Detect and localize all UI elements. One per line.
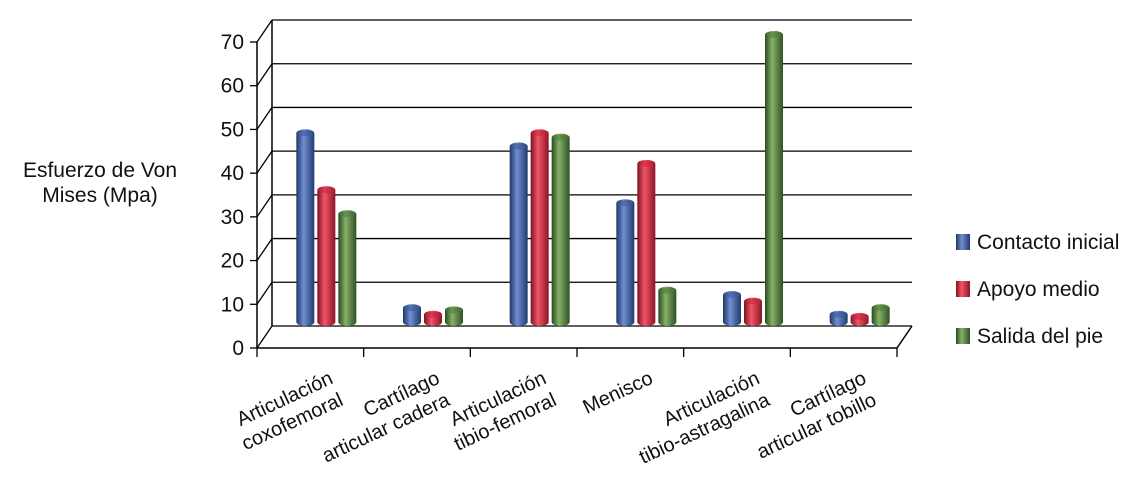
bars [296,30,890,327]
bar [658,286,677,326]
y-axis-label-line: Esfuerzo de Von [23,159,177,182]
x-tick-label: Menisco [580,367,657,418]
bar [744,297,762,326]
bar-body [723,291,741,326]
y-tick-label: 60 [221,75,244,98]
legend-label: Apoyo medio [977,278,1100,301]
bar [616,199,635,326]
bar [530,129,549,326]
floor-right-edge [896,325,913,349]
bar-top [339,211,356,218]
gridline-depth [256,194,273,218]
bar-top [766,31,782,38]
bar-body [744,297,762,326]
bar-body [637,159,656,326]
gridline-depth [256,63,273,87]
y-axis-label-line: Mises (Mpa) [42,184,158,207]
bar [509,142,528,326]
bar-top [531,130,548,137]
bar [637,159,656,326]
bar-top [552,134,569,141]
bar [445,306,463,326]
legend-label: Contacto inicial [977,231,1119,254]
bar-top [638,160,655,167]
bar [551,133,570,326]
bar [829,310,848,326]
bar [871,304,890,326]
legend-swatch [956,234,970,250]
x-tick-label-line: Menisco [580,367,657,418]
bar [317,186,336,326]
bar-body [296,129,315,326]
bar-top [745,298,761,305]
bar-body [765,30,783,327]
gridline-depth [256,150,273,174]
bar-top [318,187,335,194]
bar [403,304,421,326]
legend-swatch [956,281,970,297]
bar-top [404,305,420,312]
bar-body [338,210,357,326]
bar-body [551,133,570,326]
bar-body [317,186,336,326]
bar [765,30,783,327]
bar-top [659,287,676,294]
bar-top [872,305,889,312]
bar-top [830,311,847,318]
gridline-depth [256,107,273,130]
bar-body [616,199,635,326]
y-tick-label: 50 [221,118,244,141]
legend-item: Apoyo medio [956,278,1100,301]
y-tick-label: 30 [221,206,244,229]
gridline-depth [256,238,273,261]
bar-top [297,130,314,137]
bar [296,129,315,326]
y-tick-label: 10 [221,293,244,316]
bar [338,210,357,326]
gridline-depth [256,281,273,305]
bar-top [724,292,740,299]
y-tick-label: 40 [221,162,244,185]
legend-item: Contacto inicial [956,231,1119,254]
bar-top [851,313,868,320]
bar-body [530,129,549,326]
bar [723,291,741,326]
legend-swatch [956,328,970,344]
bar-body [509,142,528,326]
gridline-depth [256,19,273,43]
y-tick-label: 20 [221,250,244,273]
bar [424,310,442,326]
y-axis-ticks: 0 10 20 30 40 50 60 70 [221,31,257,360]
legend-item: Salida del pie [956,325,1103,348]
bar-top [425,311,441,318]
bar-top [617,200,634,207]
y-tick-label: 70 [221,31,244,54]
bar-body [658,286,677,326]
y-tick-label: 0 [232,337,244,360]
legend-label: Salida del pie [977,325,1103,348]
bar-top [446,307,462,314]
gridline-depth [256,325,273,349]
bar-top [510,143,527,150]
legend: Contacto inicial Apoyo medio Salida del pi… [956,231,1119,348]
bar [850,312,869,326]
